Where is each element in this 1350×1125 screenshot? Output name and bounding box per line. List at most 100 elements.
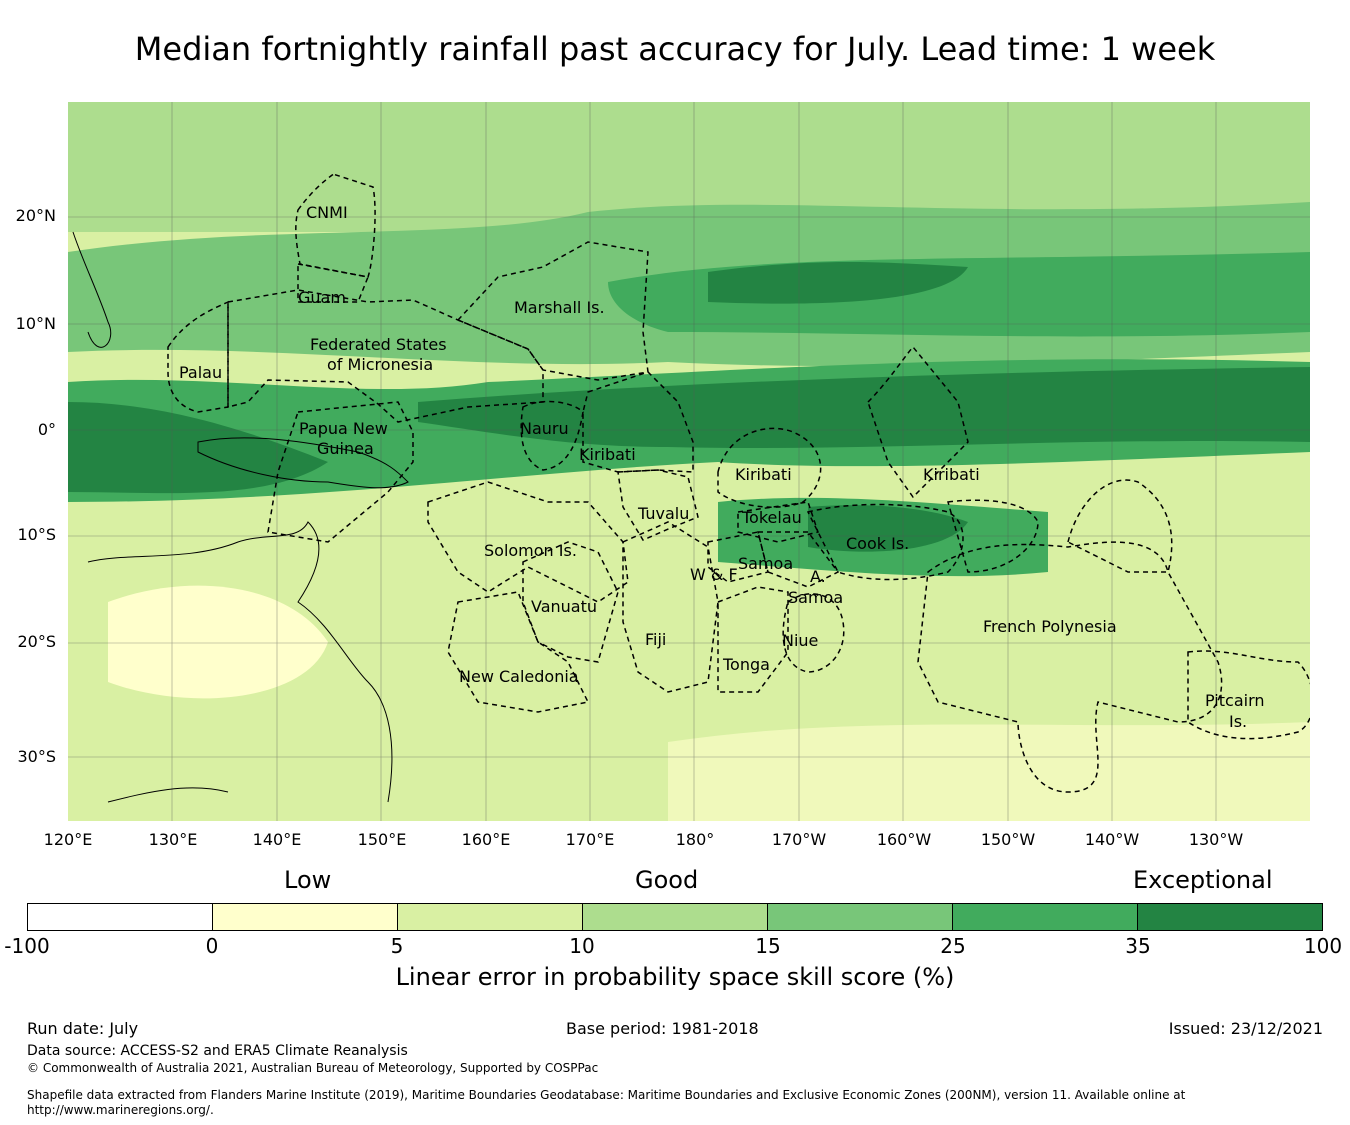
label-vanuatu: Vanuatu	[531, 597, 597, 616]
label-tokelau: Tokelau	[741, 508, 802, 527]
label-png-line1: Papua New	[299, 419, 388, 438]
colorbar-tick: 0	[205, 934, 219, 958]
eez-kiribati-gilbert	[582, 371, 694, 473]
label-french-polynesia: French Polynesia	[983, 617, 1117, 636]
colorbar-tick: 10	[569, 934, 595, 958]
label-nauru: Nauru	[520, 419, 569, 438]
band-equatorial-core	[418, 367, 1310, 449]
label-kiribati-line: Kiribati	[923, 465, 980, 484]
map-canvas: CNMI Guam Marshall Is. Federated States …	[68, 102, 1310, 821]
issued-date: Issued: 23/12/2021	[1168, 1019, 1323, 1038]
lon-label-130e: 130°E	[148, 830, 198, 849]
eez-guam	[297, 263, 370, 303]
eez-french-polynesia	[917, 541, 1223, 793]
label-fiji: Fiji	[645, 630, 666, 649]
eez-palau	[167, 300, 229, 413]
copyright: © Commonwealth of Australia 2021, Austra…	[27, 1061, 599, 1075]
label-american-samoa-line1: A.	[810, 567, 826, 586]
colorbar-title: Linear error in probability space skill …	[395, 963, 955, 991]
lat-label-30s: 30°S	[17, 747, 56, 766]
label-pitcairn-line2: Is.	[1229, 712, 1247, 731]
eez-solomon	[427, 481, 629, 603]
colorbar-segment	[953, 904, 1138, 930]
legend-category-exceptional: Exceptional	[1133, 866, 1273, 894]
eez-vanuatu	[522, 541, 619, 663]
lon-label-170w: 170°W	[771, 830, 827, 849]
eez-cook	[806, 503, 964, 581]
eez-marshall	[456, 241, 649, 381]
eez-line-south	[947, 499, 1039, 573]
lon-label-180: 180°	[675, 830, 715, 849]
lat-label-10s: 10°S	[17, 525, 56, 544]
band-south-low	[668, 722, 1310, 821]
colorbar-segment	[398, 904, 583, 930]
label-marshall: Marshall Is.	[514, 298, 605, 317]
colorbar-tick: 25	[940, 934, 966, 958]
label-new-caledonia: New Caledonia	[459, 667, 579, 686]
lon-label-160e: 160°E	[461, 830, 511, 849]
label-tuvalu: Tuvalu	[637, 504, 689, 523]
legend-category-good: Good	[635, 866, 699, 894]
lat-label-10n: 10°N	[15, 314, 56, 333]
rainfall-skill-map: CNMI Guam Marshall Is. Federated States …	[68, 102, 1310, 821]
label-kiribati-gilbert: Kiribati	[579, 445, 636, 464]
label-cook: Cook Is.	[846, 534, 909, 553]
eez-fiji	[622, 521, 719, 693]
eez-fsm	[227, 289, 544, 423]
lat-label-20s: 20°S	[17, 632, 56, 651]
eez-tokelau	[737, 501, 819, 543]
label-kiribati-phoenix: Kiribati	[735, 465, 792, 484]
eez-pitcairn	[1187, 650, 1310, 740]
region-labels: CNMI Guam Marshall Is. Federated States …	[179, 203, 1265, 731]
label-fsm-line1: Federated States	[310, 335, 447, 354]
lon-label-120e: 120°E	[43, 830, 93, 849]
label-guam: Guam	[298, 288, 346, 307]
label-tonga: Tonga	[722, 655, 770, 674]
australia-low-skill	[108, 585, 328, 699]
colorbar-segment	[768, 904, 953, 930]
label-wf: W & F	[690, 565, 738, 584]
base-period: Base period: 1981-2018	[566, 1019, 759, 1038]
eez-tuvalu	[617, 469, 699, 541]
label-cnmi: CNMI	[306, 203, 348, 222]
lon-label-140w: 140°W	[1084, 830, 1140, 849]
label-american-samoa-line2: Samoa	[788, 588, 843, 607]
lon-label-170e: 170°E	[565, 830, 615, 849]
colorbar	[27, 903, 1323, 931]
eez-png	[267, 401, 414, 543]
lon-label-150e: 150°E	[357, 830, 407, 849]
lat-label-20n: 20°N	[15, 206, 56, 225]
lon-label-130w: 130°W	[1188, 830, 1244, 849]
eez-wf	[707, 531, 769, 583]
colorbar-tick: 35	[1125, 934, 1151, 958]
lat-label-0: 0°	[37, 420, 56, 439]
legend-category-low: Low	[284, 866, 332, 894]
colorbar-tick: -100	[4, 934, 50, 958]
eez-niue	[782, 593, 845, 673]
label-png-line2: Guinea	[317, 439, 374, 458]
colorbar-tick: 15	[755, 934, 781, 958]
eez-kiribati-line	[867, 345, 969, 499]
data-source: Data source: ACCESS-S2 and ERA5 Climate …	[27, 1043, 408, 1059]
colorbar-segment	[583, 904, 768, 930]
label-pitcairn-line1: Pitcairn	[1205, 691, 1265, 710]
eez-boundaries	[167, 173, 1310, 793]
colorbar-segment	[213, 904, 398, 930]
label-solomon: Solomon Is.	[484, 541, 577, 560]
label-niue: Niue	[782, 631, 818, 650]
band-spcz-core	[808, 505, 968, 552]
shapefile-credit: Shapefile data extracted from Flanders M…	[27, 1088, 1186, 1117]
coastlines	[72, 231, 409, 803]
label-fsm-line2: of Micronesia	[327, 355, 433, 374]
eez-samoa	[757, 531, 840, 588]
lon-label-150w: 150°W	[980, 830, 1036, 849]
colorbar-tick: 5	[390, 934, 404, 958]
colorbar-segment	[28, 904, 213, 930]
eez-new-caledonia	[447, 591, 590, 713]
label-samoa: Samoa	[738, 554, 793, 573]
colorbar-tick: 100	[1303, 934, 1343, 958]
map-title: Median fortnightly rainfall past accurac…	[134, 30, 1216, 68]
lon-label-160w: 160°W	[876, 830, 932, 849]
colorbar-segment	[1138, 904, 1322, 930]
label-palau: Palau	[179, 363, 222, 382]
